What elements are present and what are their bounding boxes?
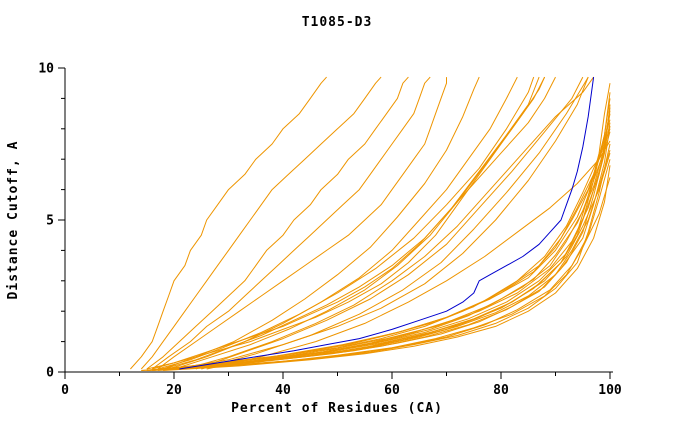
model-curve	[130, 76, 327, 370]
x-tick-label: 40	[275, 383, 291, 398]
model-curve	[157, 76, 535, 370]
axis-ticks	[58, 67, 611, 379]
x-tick-label: 100	[598, 383, 622, 398]
model-curve	[168, 76, 518, 370]
axes	[64, 68, 613, 373]
model-curve	[152, 76, 546, 370]
y-tick-label: 0	[46, 366, 54, 381]
y-tick-label: 5	[46, 214, 54, 229]
model-curve	[206, 140, 611, 370]
model-curve	[184, 131, 611, 370]
model-curve	[152, 128, 611, 371]
chart-title: T1085-D3	[302, 15, 373, 30]
model-curve	[157, 77, 447, 370]
x-tick-label: 60	[384, 383, 400, 398]
y-tick-label: 10	[38, 62, 54, 77]
model-curve	[179, 152, 611, 370]
model-curve	[162, 76, 480, 370]
axis-tick-labels: 0 20 40 60 80 100 0 5 10	[38, 62, 622, 399]
y-axis-label: Distance Cutoff, A	[6, 141, 21, 300]
series-lines	[130, 76, 611, 371]
x-axis-label: Percent of Residues (CA)	[231, 401, 443, 416]
model-curve	[146, 76, 409, 370]
model-curve	[163, 119, 611, 370]
x-tick-label: 20	[166, 383, 182, 398]
model-curve	[201, 76, 589, 370]
model-curve	[140, 76, 382, 370]
model-curve	[151, 76, 431, 370]
model-curve	[152, 107, 611, 371]
model-curve	[190, 98, 611, 368]
highlighted-model-curve	[179, 77, 595, 370]
x-tick-label: 80	[493, 383, 509, 398]
model-curve	[173, 76, 589, 370]
x-tick-label: 0	[61, 383, 69, 398]
model-curve	[173, 76, 546, 370]
model-curve	[184, 76, 595, 370]
model-curve	[152, 177, 611, 371]
model-curve	[163, 165, 611, 371]
model-curve	[195, 76, 584, 370]
model-curve	[173, 92, 611, 370]
